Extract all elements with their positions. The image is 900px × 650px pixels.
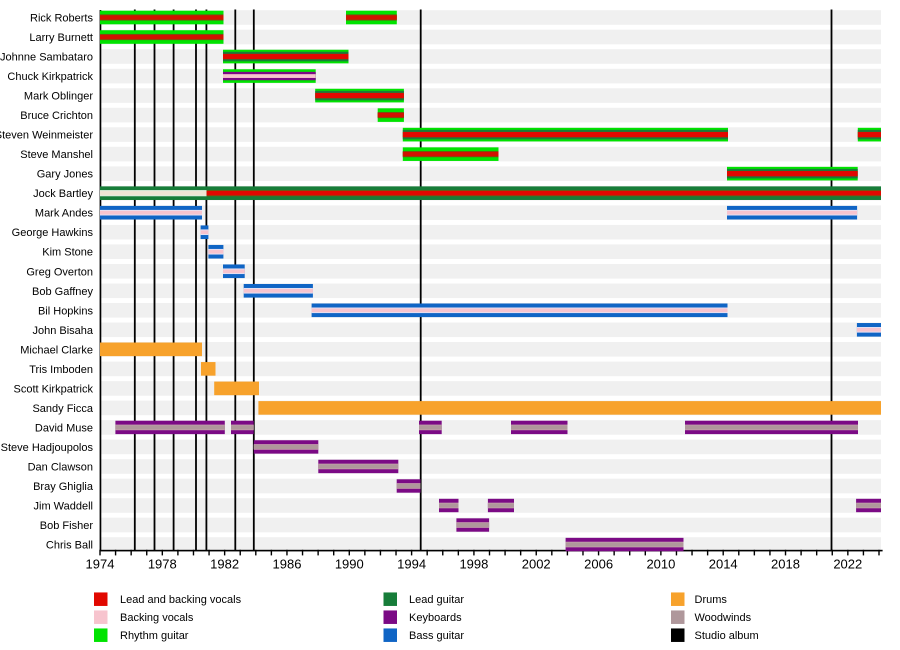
svg-text:Bob Fisher: Bob Fisher <box>40 520 94 532</box>
svg-text:Bil Hopkins: Bil Hopkins <box>38 305 94 317</box>
svg-text:1998: 1998 <box>459 557 488 572</box>
svg-text:Steve Hadjoupolos: Steve Hadjoupolos <box>1 442 94 454</box>
svg-text:1982: 1982 <box>210 557 239 572</box>
svg-text:Gary Jones: Gary Jones <box>37 169 94 181</box>
svg-text:Bob Gaffney: Bob Gaffney <box>32 286 93 298</box>
svg-text:Steve Manshel: Steve Manshel <box>20 149 93 161</box>
svg-text:Rick Roberts: Rick Roberts <box>30 13 93 25</box>
svg-text:Studio album: Studio album <box>695 630 759 642</box>
svg-text:Tris Imboden: Tris Imboden <box>29 364 93 376</box>
svg-text:John Bisaha: John Bisaha <box>32 325 93 337</box>
svg-text:Johnne Sambataro: Johnne Sambataro <box>0 52 93 64</box>
svg-text:2010: 2010 <box>646 557 675 572</box>
svg-text:Jim Waddell: Jim Waddell <box>34 501 94 513</box>
svg-text:Mark Oblinger: Mark Oblinger <box>24 91 93 103</box>
svg-text:Sandy Ficca: Sandy Ficca <box>32 403 93 415</box>
svg-text:Rhythm guitar: Rhythm guitar <box>120 630 189 642</box>
svg-text:Jock Bartley: Jock Bartley <box>33 188 93 200</box>
svg-text:Lead guitar: Lead guitar <box>409 594 464 606</box>
svg-text:George Hawkins: George Hawkins <box>12 227 94 239</box>
svg-text:Greg Overton: Greg Overton <box>26 266 93 278</box>
svg-text:1994: 1994 <box>397 557 426 572</box>
svg-text:Woodwinds: Woodwinds <box>695 612 752 624</box>
svg-text:Bruce Crichton: Bruce Crichton <box>20 110 93 122</box>
svg-text:Bray Ghiglia: Bray Ghiglia <box>33 481 94 493</box>
svg-text:Chris Ball: Chris Ball <box>46 540 93 552</box>
svg-text:Chuck Kirkpatrick: Chuck Kirkpatrick <box>7 71 93 83</box>
svg-text:Kim Stone: Kim Stone <box>42 247 93 259</box>
svg-text:Backing vocals: Backing vocals <box>120 612 194 624</box>
svg-text:Dan Clawson: Dan Clawson <box>28 462 93 474</box>
svg-text:2014: 2014 <box>709 557 738 572</box>
svg-text:Drums: Drums <box>695 594 728 606</box>
svg-text:1990: 1990 <box>335 557 364 572</box>
svg-text:David Muse: David Muse <box>35 422 93 434</box>
svg-text:Larry Burnett: Larry Burnett <box>29 32 93 44</box>
svg-text:2018: 2018 <box>771 557 800 572</box>
svg-text:2022: 2022 <box>833 557 862 572</box>
svg-text:2002: 2002 <box>522 557 551 572</box>
svg-text:1978: 1978 <box>148 557 177 572</box>
svg-text:Mark Andes: Mark Andes <box>35 208 94 220</box>
svg-text:1986: 1986 <box>273 557 302 572</box>
svg-text:1974: 1974 <box>86 557 115 572</box>
svg-text:Keyboards: Keyboards <box>409 612 462 624</box>
svg-text:Michael Clarke: Michael Clarke <box>20 344 93 356</box>
svg-text:Bass guitar: Bass guitar <box>409 630 464 642</box>
svg-text:Lead and backing vocals: Lead and backing vocals <box>120 594 242 606</box>
svg-text:2006: 2006 <box>584 557 613 572</box>
svg-text:Scott Kirkpatrick: Scott Kirkpatrick <box>14 383 94 395</box>
svg-text:Steven Weinmeister: Steven Weinmeister <box>0 130 93 142</box>
